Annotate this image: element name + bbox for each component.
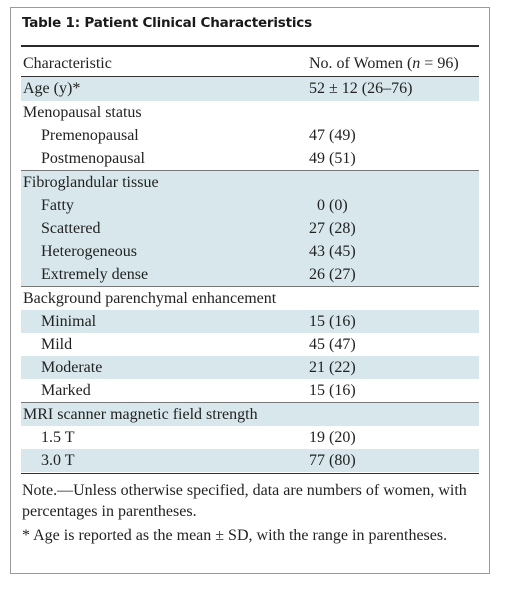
row-value: 15 (16) (309, 313, 356, 330)
table-header: Characteristic No. of Women (n = 96) (21, 52, 479, 77)
table-row-age: Age (y)* 52 ± 12 (26–76) (21, 77, 479, 101)
header-count-n: n (412, 55, 421, 72)
row-label: Background parenchymal enhancement (23, 290, 277, 307)
title-rule (21, 45, 479, 47)
row-label: Premenopausal (41, 127, 139, 144)
table-row: Postmenopausal 49 (51) (21, 147, 479, 170)
row-label: MRI scanner magnetic field strength (23, 406, 258, 423)
table-row: 1.5 T 19 (20) (21, 426, 479, 449)
table-row: Heterogeneous 43 (45) (21, 240, 479, 263)
row-value: 26 (27) (309, 266, 356, 283)
table-row-group: Background parenchymal enhancement (21, 286, 479, 310)
row-label: Fibroglandular tissue (23, 174, 159, 191)
row-label: Fatty (41, 197, 74, 214)
row-value: 52 ± 12 (26–76) (309, 80, 413, 97)
row-label: Marked (41, 382, 91, 399)
row-value: 0 (0) (317, 197, 348, 214)
table-row: Scattered 27 (28) (21, 217, 479, 240)
row-value: 19 (20) (309, 429, 356, 446)
row-label: 1.5 T (41, 429, 75, 446)
row-value: 77 (80) (309, 452, 356, 469)
row-label: Age (y)* (23, 80, 81, 97)
row-value: 45 (47) (309, 336, 356, 353)
table-row: Moderate 21 (22) (21, 356, 479, 379)
row-label: Scattered (41, 220, 101, 237)
row-value: 27 (28) (309, 220, 356, 237)
row-label: Heterogeneous (41, 243, 137, 260)
table-row-group: Menopausal status (21, 101, 479, 124)
table-row: Minimal 15 (16) (21, 310, 479, 333)
row-label: Minimal (41, 313, 97, 330)
table-notes: Note.—Unless otherwise specified, data a… (22, 480, 478, 549)
table-row: 3.0 T 77 (80) (21, 449, 479, 472)
row-label: Extremely dense (41, 266, 149, 283)
row-value: 47 (49) (309, 127, 356, 144)
row-value: 43 (45) (309, 243, 356, 260)
row-label: Mild (41, 336, 73, 353)
table-title: Table 1: Patient Clinical Characteristic… (22, 15, 312, 31)
table-row: Mild 45 (47) (21, 333, 479, 356)
table-footnote: * Age is reported as the mean ± SD, with… (22, 527, 448, 544)
table-note: Note.—Unless otherwise specified, data a… (22, 482, 467, 520)
row-label: Menopausal status (23, 104, 142, 121)
row-label: 3.0 T (41, 452, 75, 469)
row-value: 49 (51) (309, 150, 356, 167)
clinical-characteristics-table: Characteristic No. of Women (n = 96) Age… (21, 52, 479, 472)
table-frame (10, 7, 490, 574)
row-label: Postmenopausal (41, 150, 145, 167)
row-label: Moderate (41, 359, 103, 376)
table-bottom-rule (21, 473, 479, 474)
table-row-group: Fibroglandular tissue (21, 170, 479, 194)
header-count: No. of Women (n = 96) (309, 52, 459, 76)
row-value: 15 (16) (309, 382, 356, 399)
header-count-suffix: = 96) (420, 55, 459, 72)
row-value: 21 (22) (309, 359, 356, 376)
table-row-group: MRI scanner magnetic field strength (21, 402, 479, 426)
table-row: Premenopausal 47 (49) (21, 124, 479, 147)
table-row: Extremely dense 26 (27) (21, 263, 479, 286)
table-row: Marked 15 (16) (21, 379, 479, 402)
header-characteristic: Characteristic (23, 55, 112, 72)
header-count-prefix: No. of Women ( (309, 55, 413, 72)
table-row: Fatty 0 (0) (21, 194, 479, 217)
